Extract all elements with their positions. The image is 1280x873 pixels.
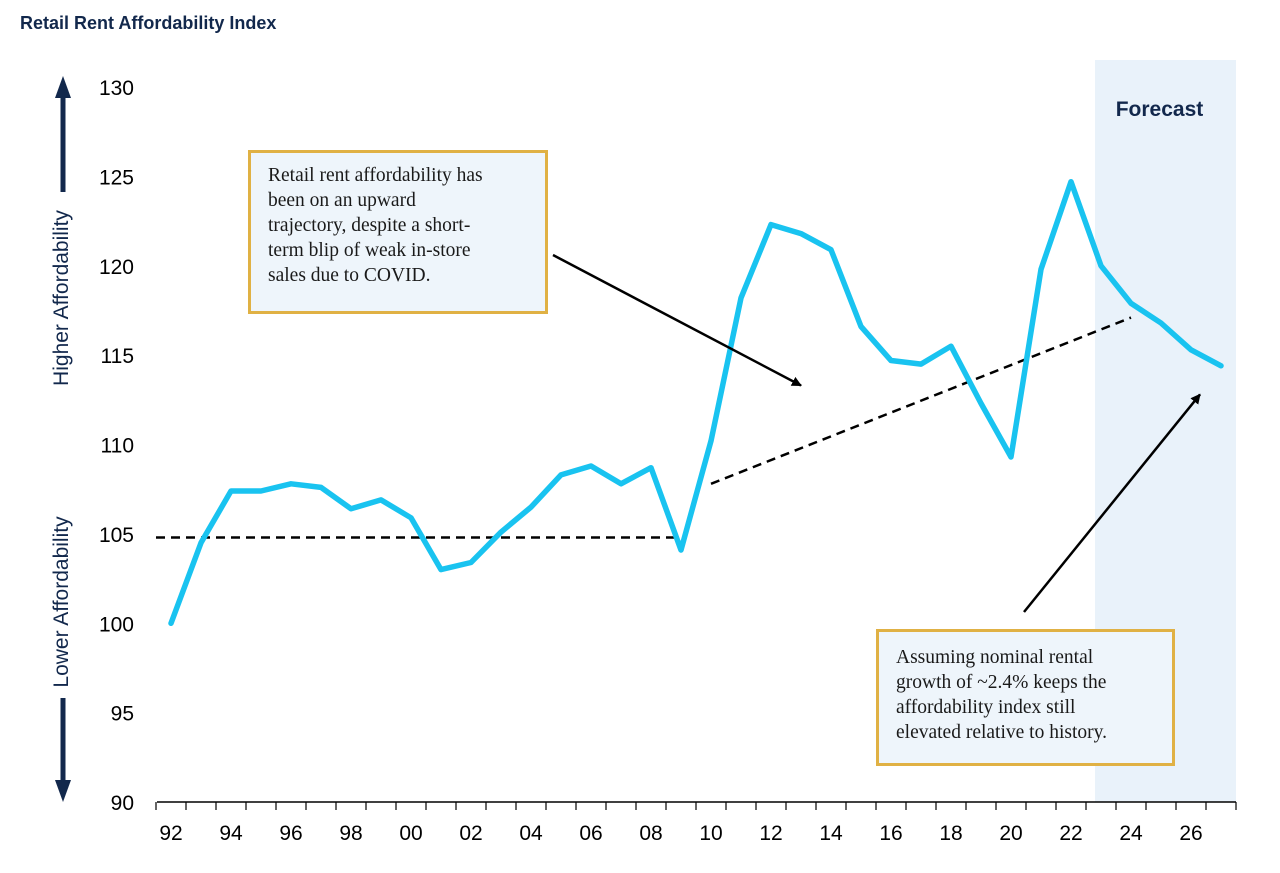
data-point	[438, 567, 444, 572]
lower-affordability-label: Lower Affordability	[50, 516, 73, 688]
annotation-arrow	[1023, 393, 1201, 613]
up-arrow-icon	[55, 76, 71, 98]
x-tick-label: 16	[879, 822, 902, 845]
y-tick-label: 95	[111, 703, 134, 726]
y-tick-label: 120	[99, 256, 134, 279]
x-tick-label: 24	[1119, 822, 1143, 845]
forecast-label: Forecast	[1116, 98, 1204, 121]
x-tick-label: 12	[759, 822, 782, 845]
data-point	[708, 438, 714, 444]
data-point	[228, 488, 234, 494]
data-point	[618, 481, 624, 486]
annotation-line: Assuming nominal rental	[896, 647, 1094, 668]
x-tick-label: 92	[159, 822, 182, 845]
annotation-line: sales due to COVID.	[268, 265, 431, 286]
data-point	[528, 504, 534, 510]
chart-title: Retail Rent Affordability Index	[20, 13, 276, 33]
data-point	[408, 515, 414, 520]
x-tick-label: 26	[1179, 822, 1202, 845]
data-point	[318, 485, 324, 490]
y-tick-label: 110	[101, 435, 134, 458]
x-tick-label: 10	[699, 822, 722, 845]
x-tick-label: 02	[459, 822, 482, 845]
data-point	[1068, 179, 1074, 184]
x-tick-label: 22	[1059, 822, 1082, 845]
annotation-line: trajectory, despite a short-	[268, 215, 471, 236]
data-point	[948, 344, 954, 349]
data-point	[1218, 363, 1224, 368]
annotation-box-upward-trend: Retail rent affordability has been on an…	[248, 150, 548, 314]
data-point	[1038, 267, 1044, 272]
data-point	[1188, 347, 1194, 352]
data-point	[828, 247, 834, 252]
data-point	[888, 358, 894, 363]
data-point	[678, 547, 684, 553]
y-axis-ticks: 90 95 100 105 110 115 120 125 130	[99, 77, 134, 815]
data-point	[588, 463, 594, 469]
down-arrow-icon	[55, 780, 71, 802]
data-point	[558, 472, 564, 478]
y-tick-label: 115	[101, 345, 134, 368]
annotation-line: affordability index still	[896, 697, 1076, 718]
series-line	[168, 178, 1224, 627]
data-point	[288, 481, 294, 486]
y-direction-indicator: Higher Affordability Lower Affordability	[50, 76, 73, 802]
x-tick-label: 14	[819, 822, 843, 845]
data-point	[498, 529, 504, 535]
data-point	[378, 497, 384, 503]
y-tick-label: 90	[111, 792, 134, 815]
data-point	[468, 560, 474, 565]
data-point	[1158, 320, 1164, 326]
y-tick-label: 105	[99, 524, 134, 547]
data-point	[648, 465, 654, 470]
trend-line	[710, 316, 1132, 485]
x-tick-label: 00	[399, 822, 422, 845]
data-point	[168, 621, 174, 626]
y-tick-label: 100	[99, 613, 134, 636]
data-point	[1008, 454, 1014, 460]
annotation-arrow	[552, 253, 802, 387]
x-tick-label: 18	[939, 822, 962, 845]
data-point	[798, 231, 804, 236]
annotation-arrows	[552, 253, 1201, 613]
data-point	[198, 540, 204, 545]
y-tick-label: 130	[99, 77, 134, 100]
x-tick-label: 08	[639, 822, 662, 845]
x-tick-label: 04	[519, 822, 543, 845]
x-tick-label: 98	[339, 822, 362, 845]
data-point	[918, 361, 924, 367]
data-point	[738, 295, 744, 301]
trend-lines	[156, 316, 1132, 539]
data-point	[858, 324, 864, 329]
data-point	[258, 488, 264, 494]
x-axis-ticks: 92 94 96 98 00 02 04 06 08 10 12 14 16 18 20 22 24 26	[155, 802, 1237, 845]
data-point	[768, 222, 774, 227]
x-tick-label: 96	[279, 822, 302, 845]
annotation-line: Retail rent affordability has	[268, 165, 483, 186]
x-tick-label: 94	[219, 822, 243, 845]
annotation-box-forecast: Assuming nominal rental growth of ~2.4% …	[876, 629, 1175, 766]
annotation-line: been on an upward	[268, 190, 416, 211]
higher-affordability-label: Higher Affordability	[50, 210, 73, 386]
y-tick-label: 125	[99, 166, 134, 189]
data-point	[978, 401, 984, 406]
data-point	[1128, 301, 1134, 306]
x-tick-label: 20	[999, 822, 1022, 845]
data-point	[1098, 263, 1104, 268]
data-point	[348, 506, 354, 511]
annotation-line: growth of ~2.4% keeps the	[896, 672, 1107, 693]
x-tick-label: 06	[579, 822, 602, 845]
annotation-line: term blip of weak in-store	[268, 240, 471, 261]
data-points	[168, 179, 1224, 626]
annotation-line: elevated relative to history.	[896, 722, 1107, 743]
